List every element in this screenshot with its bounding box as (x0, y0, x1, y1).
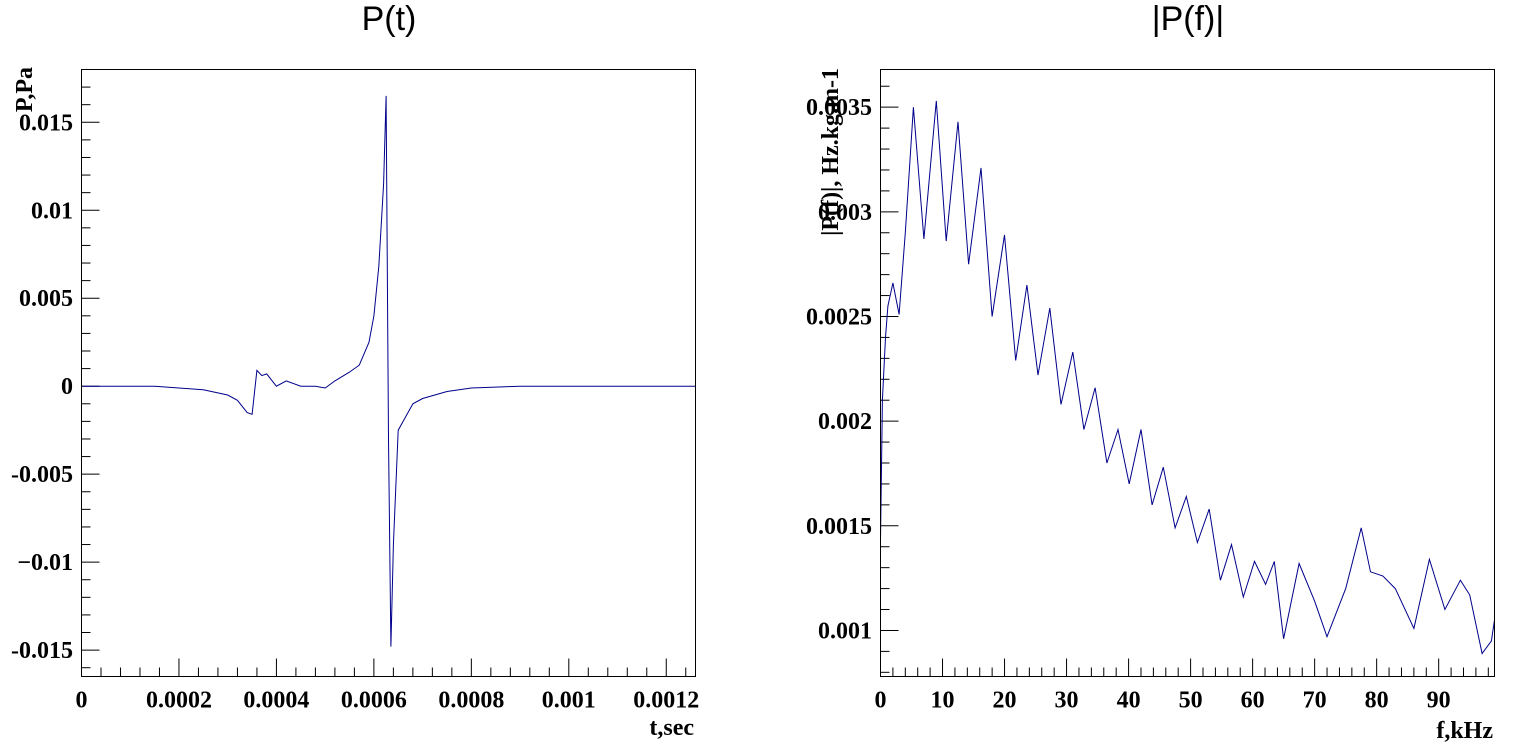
y-tick-label: 0.01 (31, 198, 73, 224)
tick-marks (81, 69, 687, 677)
x-axis-label: t,sec (649, 715, 694, 741)
x-tick-label: 60 (1241, 688, 1265, 714)
chart-title: |P(f)| (1152, 0, 1224, 38)
series-line (81, 95, 696, 647)
x-tick-label: 0.0004 (243, 688, 309, 714)
series-line (880, 100, 1495, 655)
x-tick-label: 0 (76, 688, 88, 714)
y-tick-label: 0.002 (818, 409, 872, 435)
y-tick-labels: 0.001 0.0015 0.002 0.0025 0.003 0.0035 (806, 95, 872, 644)
x-tick-labels: 0 0.0002 0.0004 0.0006 0.0008 0.001 0.0012 (76, 688, 700, 714)
x-tick-label: 90 (1427, 688, 1451, 714)
y-tick-label: 0.0025 (806, 304, 872, 330)
tick-marks (880, 85, 1489, 677)
y-axis-label: |P(f)|, Hz.kg.m-1 (818, 68, 844, 236)
y-tick-labels: -0.015 −0.01 -0.005 0 0.005 0.01 0.015 (11, 110, 73, 664)
y-tick-label: 0 (61, 374, 73, 400)
x-tick-label: 0 (875, 688, 887, 714)
x-tick-label: 0.001 (542, 688, 596, 714)
y-tick-label: -0.005 (11, 462, 73, 488)
y-tick-label: 0.0015 (806, 514, 872, 540)
x-tick-label: 10 (931, 688, 955, 714)
x-tick-label: 0.0006 (341, 688, 407, 714)
x-tick-label: 0.0008 (438, 688, 504, 714)
y-tick-label: 0.005 (19, 286, 73, 312)
spectrum-panel: |P(f)| 0.001 0.0015 0.002 0.0025 0.003 0.0035… (806, 0, 1495, 744)
y-tick-label: −0.01 (17, 550, 73, 576)
x-tick-label: 50 (1179, 688, 1203, 714)
x-tick-label: 30 (1055, 688, 1079, 714)
x-tick-label: 70 (1303, 688, 1327, 714)
y-tick-label: 0.001 (818, 618, 872, 644)
y-tick-label: 0.015 (19, 110, 73, 136)
x-tick-label: 0.0012 (633, 688, 699, 714)
y-axis-label: P,Pa (12, 67, 38, 112)
x-tick-labels: 0 10 20 30 40 50 60 70 80 90 (875, 688, 1451, 714)
plot-frame (880, 69, 1495, 677)
x-tick-label: 20 (993, 688, 1017, 714)
x-axis-label: f,kHz (1436, 718, 1493, 744)
x-tick-label: 0.0002 (146, 688, 212, 714)
y-tick-label: 0.003 (818, 200, 872, 226)
plot-frame (81, 69, 696, 677)
x-tick-label: 40 (1117, 688, 1141, 714)
y-tick-label: -0.015 (11, 638, 73, 664)
x-tick-label: 80 (1365, 688, 1389, 714)
y-tick-label: 0.0035 (806, 95, 872, 121)
chart-title: P(t) (362, 0, 417, 38)
